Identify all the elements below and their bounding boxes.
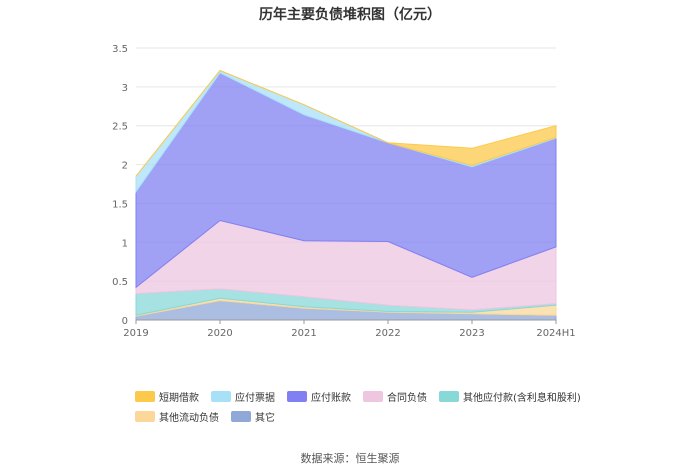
legend-swatch xyxy=(363,390,383,402)
legend-item[interactable]: 短期借款 xyxy=(135,389,199,404)
x-tick-label: 2022 xyxy=(375,328,400,339)
legend-swatch xyxy=(231,410,251,422)
y-tick-label: 1.5 xyxy=(112,199,128,210)
legend-swatch xyxy=(211,390,231,402)
x-tick-label: 2019 xyxy=(123,328,148,339)
legend-swatch xyxy=(135,410,155,422)
area-series-短期借款 xyxy=(135,69,557,177)
y-tick-label: 3 xyxy=(122,83,128,94)
y-tick-label: 0 xyxy=(122,316,128,327)
legend: 短期借款 应付票据 应付账款 合同负债 其他应付款(含利息和股利) 其他流动负债 其它 xyxy=(135,389,615,429)
legend-item[interactable]: 合同负债 xyxy=(363,389,427,404)
legend-item[interactable]: 应付票据 xyxy=(211,389,275,404)
x-tick-label: 2023 xyxy=(459,328,484,339)
chart-title: 历年主要负债堆积图（亿元） xyxy=(259,7,441,23)
data-source: 数据来源：恒生聚源 xyxy=(300,452,400,465)
legend-label: 应付票据 xyxy=(235,392,275,404)
x-tick-label: 2021 xyxy=(291,328,316,339)
legend-swatch xyxy=(287,390,307,402)
legend-swatch xyxy=(439,390,459,402)
y-tick-label: 1 xyxy=(122,238,128,249)
legend-label: 其他应付款(含利息和股利) xyxy=(463,392,581,404)
legend-label: 其他流动负债 xyxy=(159,412,219,424)
legend-item[interactable]: 其他应付款(含利息和股利) xyxy=(439,389,581,404)
legend-swatch xyxy=(135,390,155,402)
legend-item[interactable]: 应付账款 xyxy=(287,389,351,404)
legend-label: 短期借款 xyxy=(159,392,199,404)
legend-item[interactable]: 其他流动负债 xyxy=(135,409,219,424)
y-tick-label: 0.5 xyxy=(112,277,128,288)
area-chart: 0 0.5 1 1.5 2 2.5 3 3.5 2019 2020 2021 2022 2023 2024… xyxy=(112,44,576,339)
x-tick-label: 2024H1 xyxy=(536,328,575,339)
legend-item[interactable]: 其它 xyxy=(231,409,275,424)
legend-label: 应付账款 xyxy=(311,392,351,404)
y-tick-label: 3.5 xyxy=(112,44,128,55)
legend-label: 合同负债 xyxy=(387,392,427,404)
y-tick-label: 2.5 xyxy=(112,122,128,133)
x-tick-label: 2020 xyxy=(207,328,232,339)
legend-label: 其它 xyxy=(255,412,275,424)
y-tick-label: 2 xyxy=(122,161,128,172)
